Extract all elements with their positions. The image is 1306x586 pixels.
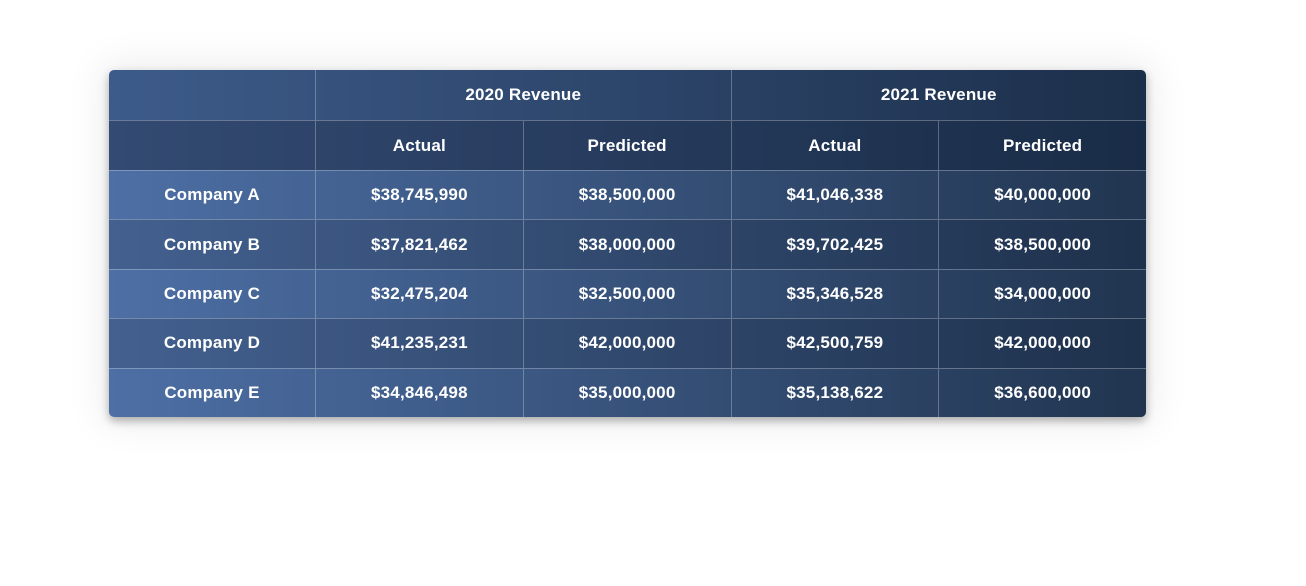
data-cell: $34,846,498 <box>315 368 523 417</box>
col-header-2021-actual: Actual <box>730 121 939 170</box>
table-row: Company E $34,846,498 $35,000,000 $35,13… <box>109 367 1146 417</box>
table-row: Company C $32,475,204 $32,500,000 $35,34… <box>109 268 1146 319</box>
data-cell: $41,046,338 <box>730 171 939 220</box>
data-cell: $40,000,000 <box>938 171 1146 220</box>
table-sub-header-row: Actual Predicted Actual Predicted <box>109 120 1146 170</box>
table-row: Company D $41,235,231 $42,000,000 $42,50… <box>109 318 1146 368</box>
data-cell: $36,600,000 <box>938 368 1146 417</box>
data-cell: $37,821,462 <box>315 220 523 269</box>
data-cell: $35,000,000 <box>522 368 731 417</box>
data-cell: $42,000,000 <box>938 319 1146 368</box>
col-header-2020-actual: Actual <box>315 121 523 170</box>
row-header-cell: Company C <box>163 283 261 303</box>
row-header-cell: Company E <box>164 382 260 402</box>
data-cell: $42,500,759 <box>730 319 939 368</box>
data-cell: $38,500,000 <box>522 171 731 220</box>
data-cell: $42,000,000 <box>522 319 731 368</box>
data-cell: $35,138,622 <box>730 368 939 417</box>
table-row: Company A $38,745,990 $38,500,000 $41,04… <box>109 170 1146 220</box>
corner-cell <box>109 70 315 120</box>
corner-cell-2 <box>109 121 315 170</box>
row-header-cell: Company A <box>164 185 260 205</box>
column-group-2021: 2021 Revenue <box>730 70 1147 120</box>
data-cell: $38,745,990 <box>315 171 523 220</box>
table-row: Company B $37,821,462 $38,000,000 $39,70… <box>109 219 1146 269</box>
row-header-cell: Company D <box>163 333 261 353</box>
table-group-header-row: 2020 Revenue 2021 Revenue <box>109 70 1146 120</box>
data-cell: $38,500,000 <box>938 220 1146 269</box>
revenue-table: 2020 Revenue 2021 Revenue Actual Predict… <box>109 70 1146 417</box>
row-header-cell: Company B <box>163 234 261 254</box>
data-cell: $41,235,231 <box>315 319 523 368</box>
column-group-2020: 2020 Revenue <box>315 70 731 120</box>
data-cell: $39,702,425 <box>730 220 939 269</box>
data-cell: $32,475,204 <box>315 269 523 319</box>
data-cell: $34,000,000 <box>938 269 1146 319</box>
data-cell: $35,346,528 <box>730 269 939 319</box>
data-cell: $38,000,000 <box>522 220 731 269</box>
col-header-2020-predicted: Predicted <box>522 121 731 170</box>
col-header-2021-predicted: Predicted <box>938 121 1146 170</box>
data-cell: $32,500,000 <box>522 269 731 319</box>
